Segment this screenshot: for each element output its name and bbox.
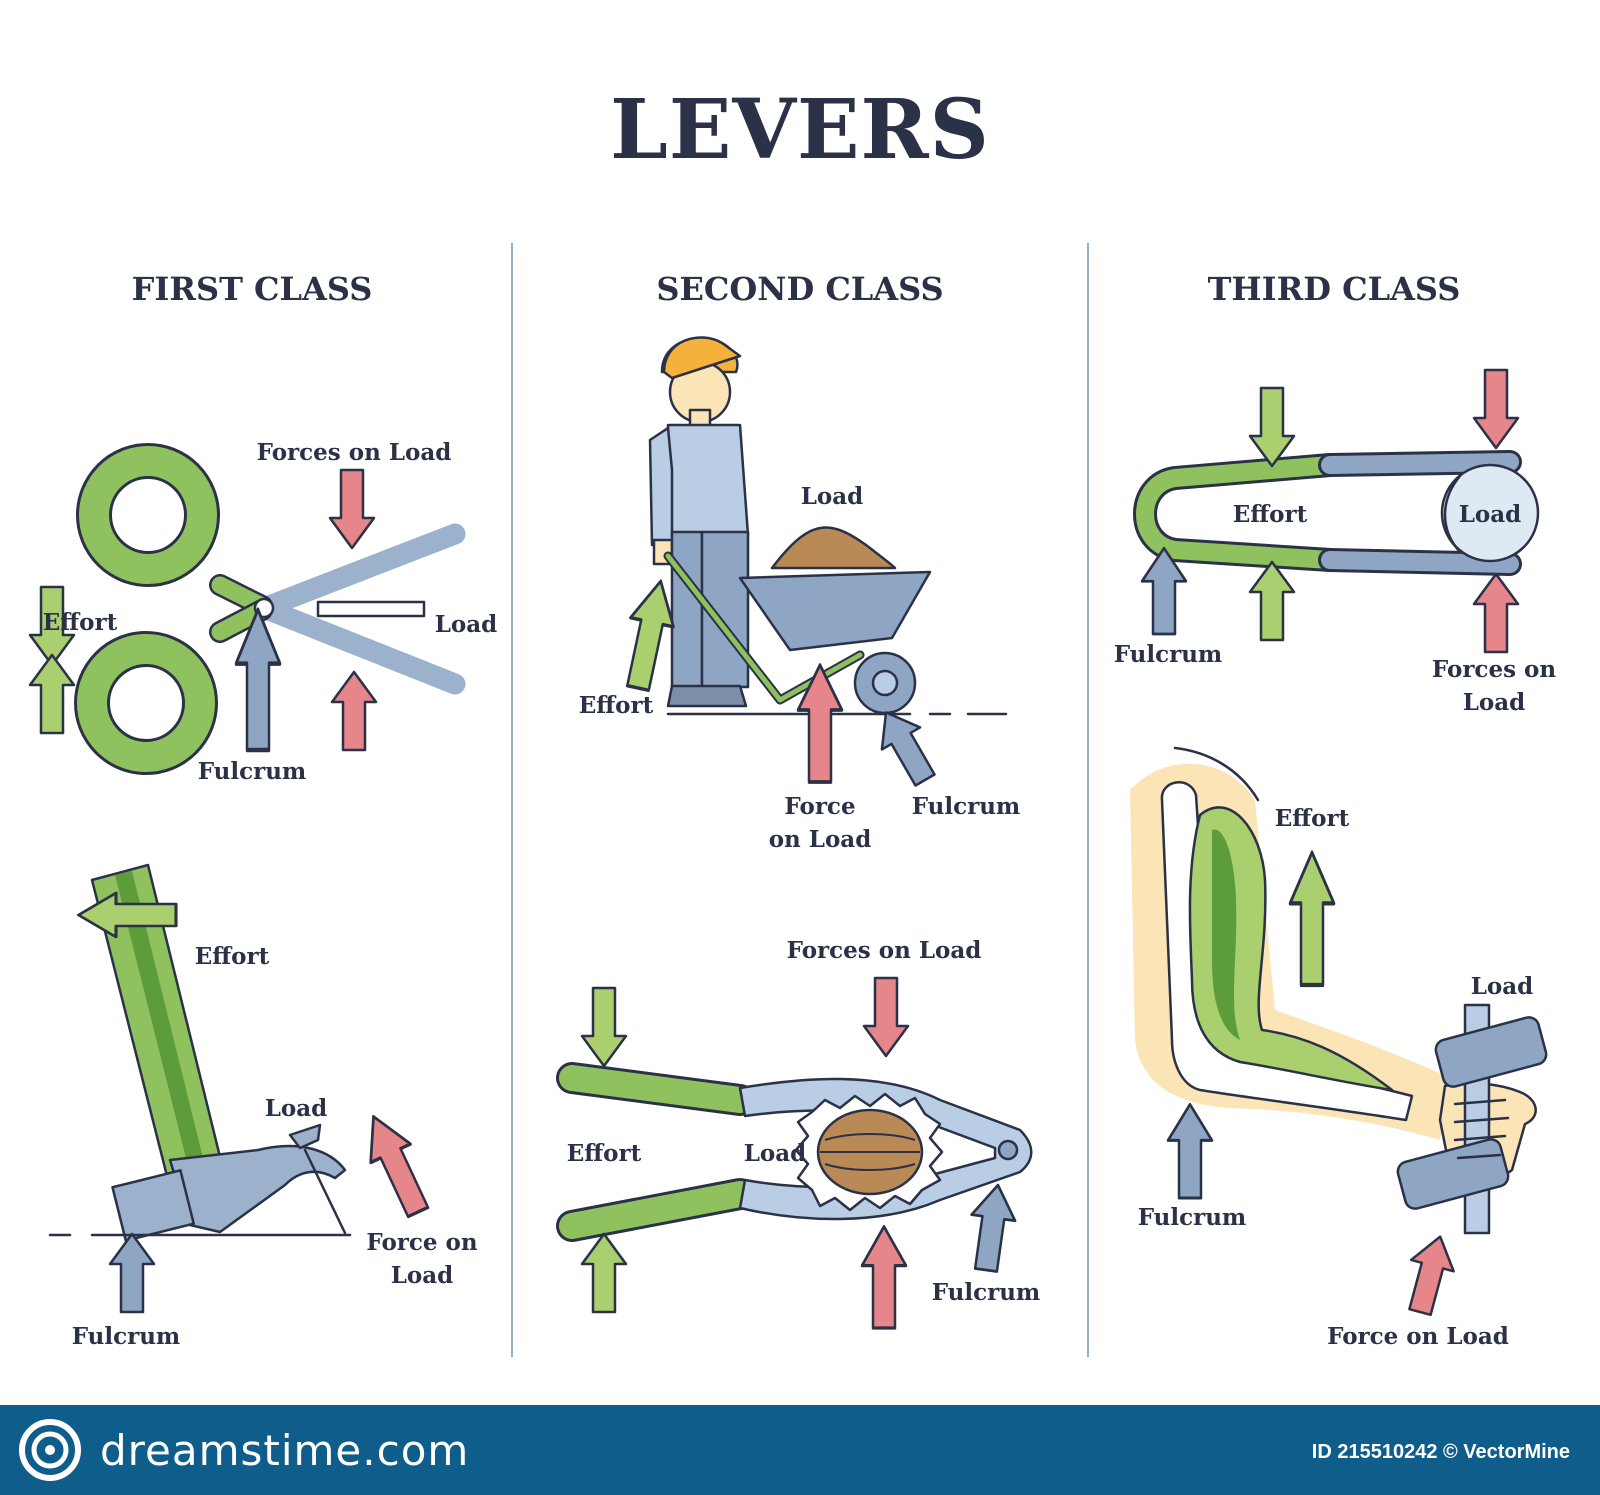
tongs-effort-down-arrow xyxy=(1248,386,1296,468)
scissors-load-label: Load xyxy=(435,611,498,638)
tongs-effort-label: Effort xyxy=(1233,501,1308,528)
dreamstime-logo-icon xyxy=(19,1419,81,1481)
nutcracker-effort-up-arrow xyxy=(580,1232,628,1314)
tongs-forces-label-2: Load xyxy=(1463,689,1526,716)
scissors-fulcrum-label: Fulcrum xyxy=(198,758,307,785)
tongs-forces-label-1: Forces on xyxy=(1432,656,1556,683)
wheelbarrow-fulcrum-label: Fulcrum xyxy=(912,793,1021,820)
nutcracker-illustration xyxy=(556,1062,1033,1242)
tongs-load-label: Load xyxy=(1459,501,1522,528)
hammer-fulcrum-label: Fulcrum xyxy=(72,1323,181,1350)
scissors-effort-label: Effort xyxy=(43,609,118,636)
scissors-forces-label: Forces on Load xyxy=(257,439,452,466)
heading-second-class: SECOND CLASS xyxy=(656,270,943,308)
footer-logo-text: dreamstime.com xyxy=(100,1426,469,1475)
arm-illustration xyxy=(1130,746,1548,1235)
hammer-fulcrum-arrow xyxy=(108,1232,156,1314)
footer-credit: ID 215510242 © VectorMine xyxy=(1312,1441,1570,1463)
nutcracker-fulcrum-arrow xyxy=(962,1180,1022,1275)
page-title: LEVERS xyxy=(610,82,990,178)
tongs-load-up-arrow xyxy=(1472,572,1520,654)
footer-bar: dreamstime.com ID 215510242 © VectorMine xyxy=(0,1405,1600,1495)
scissors-load-up-arrow xyxy=(330,670,378,752)
wheelbarrow-illustration xyxy=(648,336,1008,716)
hammer-force-label-2: Load xyxy=(391,1262,454,1289)
nutcracker-fulcrum-label: Fulcrum xyxy=(932,1279,1041,1306)
scissors-load-down-arrow xyxy=(328,468,376,550)
arm-force-label: Force on Load xyxy=(1327,1323,1509,1350)
nutcracker-load-down-arrow xyxy=(862,976,910,1058)
wheelbarrow-effort-label: Effort xyxy=(579,692,654,719)
tongs-load-down-arrow xyxy=(1472,368,1520,450)
wheelbarrow-force-label-1: Force xyxy=(784,793,855,820)
hammer-load-label: Load xyxy=(265,1095,328,1122)
nutcracker-load-up-arrow xyxy=(860,1224,908,1330)
hammer-illustration xyxy=(48,863,352,1242)
arm-effort-label: Effort xyxy=(1275,805,1350,832)
scissors-illustration xyxy=(74,443,466,775)
tongs-illustration xyxy=(1133,450,1540,576)
scissors-effort-up-arrow xyxy=(28,653,76,735)
nutcracker-effort-down-arrow xyxy=(580,986,628,1068)
arm-effort-arrow xyxy=(1290,852,1334,985)
tongs-effort-up-arrow xyxy=(1248,560,1296,642)
heading-first-class: FIRST CLASS xyxy=(132,270,373,308)
hammer-load-arrow xyxy=(351,1105,440,1223)
arm-load-label: Load xyxy=(1471,973,1534,1000)
nutcracker-forces-label: Forces on Load xyxy=(787,937,982,964)
nutcracker-load-label: Load xyxy=(744,1140,807,1167)
arm-load-arrow xyxy=(1397,1229,1463,1319)
heading-third-class: THIRD CLASS xyxy=(1208,270,1461,308)
arm-fulcrum-arrow xyxy=(1166,1102,1214,1200)
tongs-fulcrum-label: Fulcrum xyxy=(1114,641,1223,668)
hammer-force-label-1: Force on xyxy=(366,1229,478,1256)
arm-fulcrum-label: Fulcrum xyxy=(1138,1204,1247,1231)
wheelbarrow-force-label-2: on Load xyxy=(769,826,872,853)
nutcracker-effort-label: Effort xyxy=(567,1140,642,1167)
wheelbarrow-load-label: Load xyxy=(801,483,864,510)
hammer-effort-label: Effort xyxy=(195,943,270,970)
